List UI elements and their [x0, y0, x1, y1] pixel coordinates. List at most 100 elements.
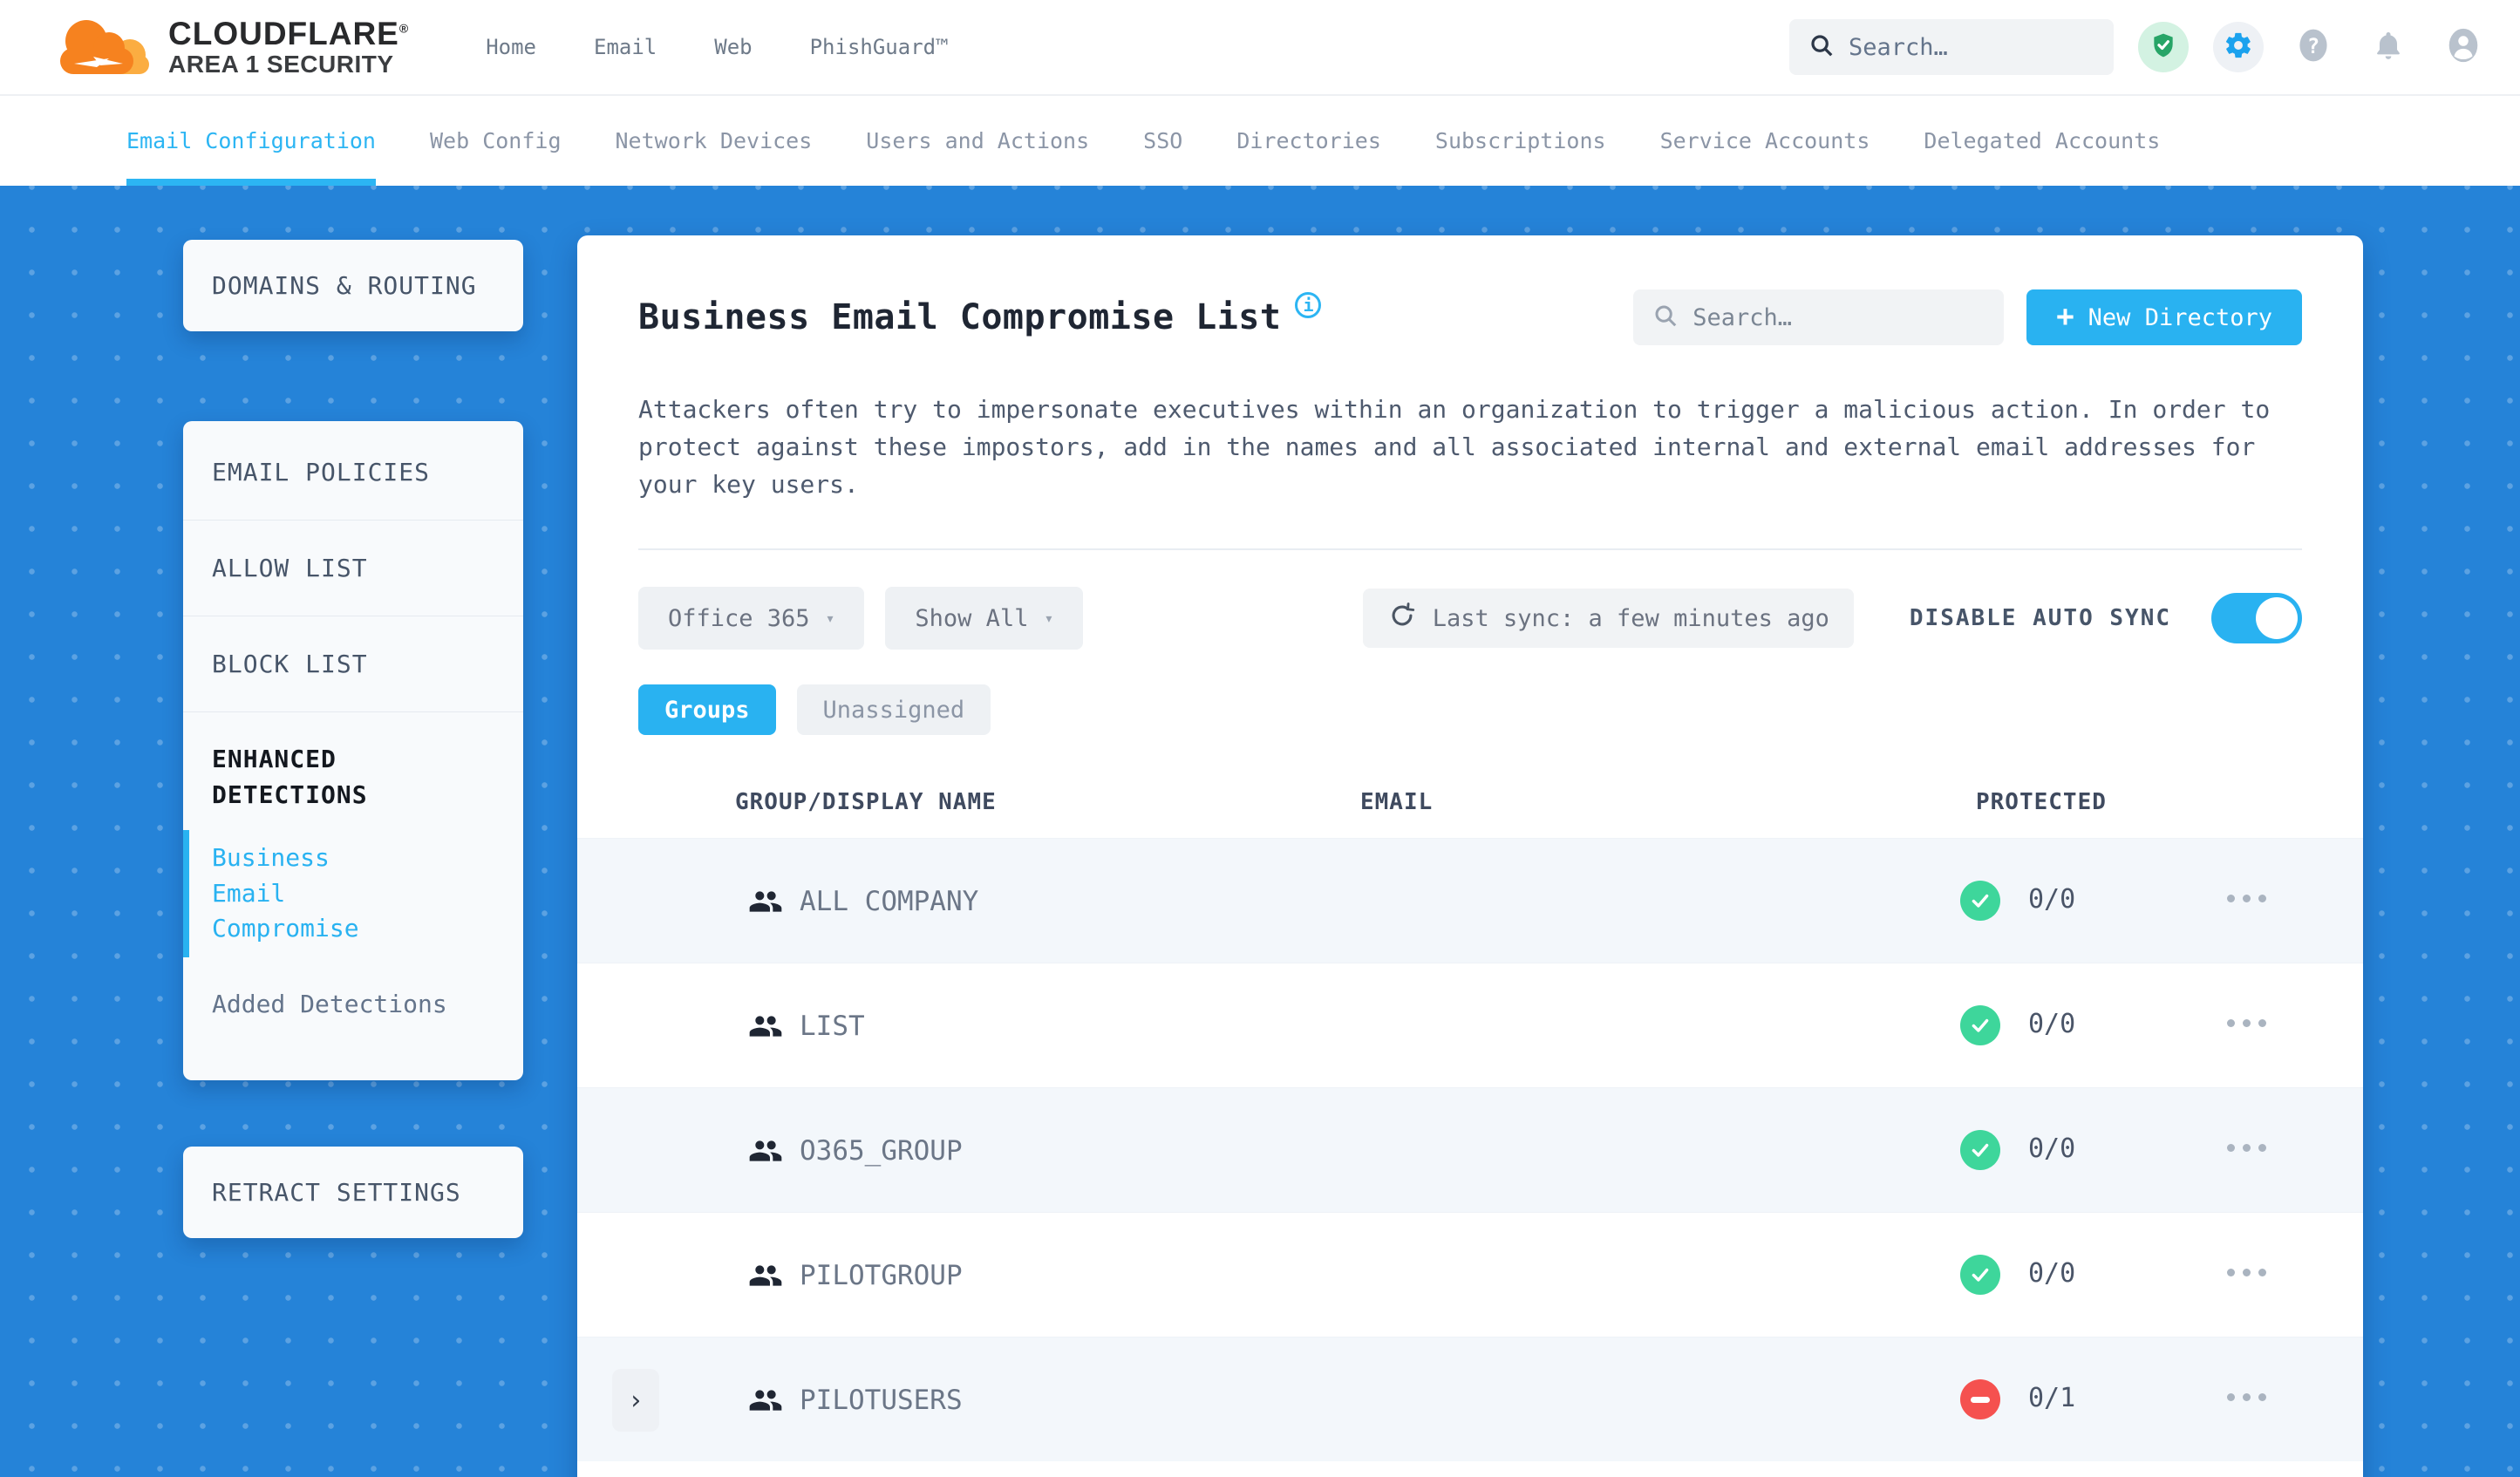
- row-menu-button[interactable]: [2227, 1144, 2266, 1152]
- new-directory-label: New Directory: [2088, 303, 2272, 331]
- tab-subscriptions[interactable]: Subscriptions: [1434, 128, 1606, 153]
- tab-groups[interactable]: Groups: [638, 684, 776, 735]
- topnav-email[interactable]: Email: [594, 35, 657, 59]
- tab-delegated-accounts[interactable]: Delegated Accounts: [1924, 128, 2161, 153]
- tab-directories[interactable]: Directories: [1236, 128, 1381, 153]
- show-filter-dropdown[interactable]: Show All ▾: [885, 587, 1084, 650]
- sidebar-label-allow-list: ALLOW LIST: [212, 554, 368, 582]
- column-header-protected: PROTECTED: [1976, 789, 2107, 815]
- info-icon[interactable]: i: [1295, 292, 1322, 318]
- cloudflare-cloud-icon: [48, 13, 153, 81]
- tab-web-config[interactable]: Web Config: [429, 128, 562, 153]
- view-tabs: Groups Unassigned: [638, 684, 2302, 735]
- directory-filter-dropdown[interactable]: Office 365 ▾: [638, 587, 865, 650]
- unprotected-minus-icon: [1960, 1379, 2000, 1419]
- row-menu-button[interactable]: [2227, 895, 2266, 902]
- account-button[interactable]: [2438, 22, 2489, 72]
- last-sync-label: Last sync: a few minutes ago: [1432, 604, 1829, 632]
- column-header-email: EMAIL: [1360, 789, 1434, 815]
- sidebar-item-allow-list[interactable]: ALLOW LIST: [183, 521, 523, 616]
- bell-icon: [2371, 28, 2406, 66]
- notifications-button[interactable]: [2363, 22, 2414, 72]
- topbar-right: ?: [1789, 19, 2489, 75]
- last-sync-button[interactable]: Last sync: a few minutes ago: [1362, 589, 1854, 648]
- header-actions: + New Directory: [1633, 289, 2302, 345]
- group-table: GROUP/DISPLAY NAME EMAIL PROTECTED ALL C…: [577, 759, 2363, 1461]
- tab-sso[interactable]: SSO: [1143, 128, 1183, 153]
- sidebar-label-email-policies: EMAIL POLICIES: [212, 458, 431, 487]
- topnav-home[interactable]: Home: [486, 35, 536, 59]
- question-mark-icon: ?: [2294, 26, 2333, 68]
- sidebar-item-business-email-compromise[interactable]: Business Email Compromise: [183, 827, 445, 961]
- protected-check-icon: [1960, 1255, 2000, 1295]
- sidebar-label-retract-settings: RETRACT SETTINGS: [212, 1177, 461, 1207]
- group-name: O365_GROUP: [800, 1135, 963, 1167]
- show-filter-value: Show All: [915, 604, 1029, 632]
- tab-service-accounts[interactable]: Service Accounts: [1659, 128, 1870, 153]
- protected-check-icon: [1960, 1130, 2000, 1170]
- group-name: PILOTUSERS: [800, 1385, 963, 1416]
- brand-mark: ®: [398, 21, 410, 36]
- tab-unassigned[interactable]: Unassigned: [796, 684, 991, 735]
- table-row: ALL COMPANY 0/0: [577, 838, 2363, 963]
- group-icon: [748, 1133, 783, 1172]
- row-menu-button[interactable]: [2227, 1019, 2266, 1027]
- topnav-web[interactable]: Web: [714, 35, 753, 59]
- chevron-down-icon: ▾: [1044, 609, 1054, 628]
- table-search-input[interactable]: [1692, 303, 1985, 331]
- sidebar-item-retract-settings[interactable]: RETRACT SETTINGS: [183, 1146, 523, 1238]
- refresh-icon: [1387, 601, 1417, 636]
- sidebar-item-block-list[interactable]: BLOCK LIST: [183, 616, 523, 712]
- search-icon: [1652, 303, 1679, 332]
- sidebar-item-added-detections[interactable]: Added Detections: [212, 989, 447, 1018]
- tab-email-configuration[interactable]: Email Configuration: [126, 96, 376, 186]
- shield-check-icon: [2149, 31, 2177, 63]
- settings-button[interactable]: [2213, 22, 2264, 72]
- protected-check-icon: [1960, 1005, 2000, 1045]
- row-menu-button[interactable]: [2227, 1393, 2266, 1401]
- filter-row: Office 365 ▾ Show All ▾ Last sync: a few…: [638, 587, 2302, 650]
- page-description: Attackers often try to impersonate execu…: [638, 395, 2271, 499]
- help-button[interactable]: ?: [2288, 22, 2339, 72]
- tab-network-devices[interactable]: Network Devices: [615, 128, 813, 153]
- protected-count: 0/0: [2028, 1258, 2076, 1289]
- topbar: CLOUDFLARE® AREA 1 SECURITY Home Email Web…: [0, 0, 2520, 96]
- sidebar-item-email-policies[interactable]: EMAIL POLICIES: [183, 425, 523, 521]
- sidebar-label-domains-routing: DOMAINS & ROUTING: [212, 271, 477, 300]
- sidebar-item-domains-routing[interactable]: DOMAINS & ROUTING: [183, 240, 523, 331]
- group-icon: [748, 1258, 783, 1297]
- tab-users-and-actions[interactable]: Users and Actions: [866, 128, 1090, 153]
- topnav-phishguard[interactable]: PhishGuard™: [809, 35, 949, 59]
- brand-name: CLOUDFLARE: [168, 15, 399, 51]
- table-search[interactable]: [1633, 289, 2005, 345]
- topbar-nav: Home Email Web PhishGuard™: [486, 35, 948, 59]
- plus-icon: +: [2056, 299, 2074, 334]
- table-row: PILOTGROUP 0/0: [577, 1212, 2363, 1337]
- expand-row-button[interactable]: ›: [612, 1369, 659, 1432]
- table-row: › PILOTUSERS 0/1: [577, 1337, 2363, 1461]
- sync-area: Last sync: a few minutes ago DISABLE AUT…: [1362, 589, 2302, 648]
- cloudflare-logo[interactable]: CLOUDFLARE® AREA 1 SECURITY: [48, 13, 409, 81]
- directory-filter-value: Office 365: [668, 604, 810, 632]
- auto-sync-label: DISABLE AUTO SYNC: [1909, 605, 2171, 631]
- group-name: ALL COMPANY: [800, 886, 979, 917]
- svg-text:?: ?: [2307, 34, 2319, 58]
- new-directory-button[interactable]: + New Directory: [2026, 289, 2302, 345]
- chevron-down-icon: ▾: [825, 609, 835, 628]
- group-icon: [748, 884, 783, 922]
- user-avatar-icon: [2443, 25, 2483, 69]
- global-search-input[interactable]: [1849, 33, 2094, 61]
- protected-count: 0/0: [2028, 1133, 2076, 1164]
- content-card: Business Email Compromise List i + New D…: [577, 235, 2363, 1477]
- row-menu-button[interactable]: [2227, 1269, 2266, 1276]
- group-table-body: ALL COMPANY 0/0 LIST 0/0 O365_GROUP 0/0 PILOTG…: [577, 838, 2363, 1461]
- page-title: Business Email Compromise List: [638, 297, 1282, 337]
- auto-sync-toggle[interactable]: [2211, 593, 2302, 643]
- protected-count: 0/0: [2028, 1009, 2076, 1039]
- security-status-button[interactable]: [2138, 22, 2189, 72]
- sidebar-label-block-list: BLOCK LIST: [212, 650, 368, 678]
- sidebar-section-enhanced-detections: ENHANCED DETECTIONS: [212, 745, 368, 809]
- group-icon: [748, 1009, 783, 1047]
- page-background: DOMAINS & ROUTING EMAIL POLICIES ALLOW L…: [0, 186, 2520, 1477]
- global-search[interactable]: [1789, 19, 2114, 75]
